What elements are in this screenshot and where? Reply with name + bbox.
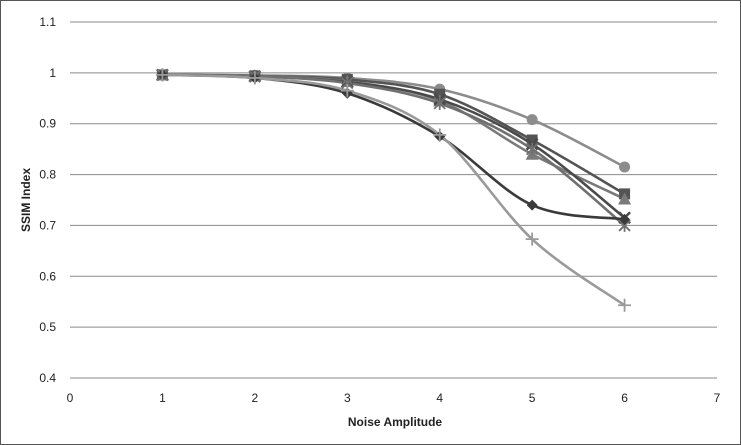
x-tick-labels: 0 1 2 3 4 5 6 7	[67, 391, 721, 405]
series-line-plus	[161, 73, 626, 307]
series-line-square	[161, 73, 626, 196]
x-tick-label: 5	[529, 391, 536, 405]
y-axis-title: SSIM Index	[19, 168, 33, 232]
series-markers	[155, 68, 632, 312]
x-tick-label: 6	[621, 391, 628, 405]
series-lines	[161, 73, 626, 307]
series-line-triangle	[161, 73, 626, 201]
data-point-plus	[248, 71, 262, 85]
data-point-square	[434, 88, 446, 100]
series-line-star	[161, 73, 626, 227]
series-line-diamond	[161, 73, 626, 221]
y-tick-label: 0.7	[39, 218, 56, 232]
x-tick-label: 7	[714, 391, 721, 405]
grid-lines	[70, 21, 717, 379]
y-tick-label: 0.8	[39, 168, 56, 182]
data-point-plus	[433, 128, 447, 142]
series-line-x	[161, 73, 626, 220]
data-point-diamond	[619, 213, 631, 225]
x-tick-label: 0	[67, 391, 74, 405]
data-point-square	[526, 134, 538, 146]
y-tick-label: 0.6	[39, 269, 56, 283]
data-point-star	[526, 142, 539, 156]
data-point-plus	[618, 298, 632, 312]
x-tick-label: 4	[436, 391, 443, 405]
y-tick-label: 0.4	[39, 371, 56, 385]
y-tick-labels: 0.4 0.5 0.6 0.7 0.8 0.9 1 1.1	[39, 15, 56, 385]
x-tick-label: 2	[252, 391, 259, 405]
data-point-star	[433, 96, 446, 110]
x-tick-label: 1	[159, 391, 166, 405]
x-tick-label: 3	[344, 391, 351, 405]
data-point-triangle	[618, 192, 632, 205]
y-tick-label: 1	[49, 66, 56, 80]
y-tick-label: 0.5	[39, 320, 56, 334]
y-tick-label: 1.1	[39, 15, 56, 29]
x-axis-title: Noise Amplitude	[348, 415, 443, 429]
data-point-plus	[155, 68, 169, 82]
data-point-diamond	[526, 199, 538, 211]
data-point-plus	[525, 232, 539, 246]
data-point-circle	[526, 114, 538, 126]
data-point-circle	[619, 161, 631, 173]
data-point-plus	[340, 84, 354, 98]
y-tick-label: 0.9	[39, 117, 56, 131]
